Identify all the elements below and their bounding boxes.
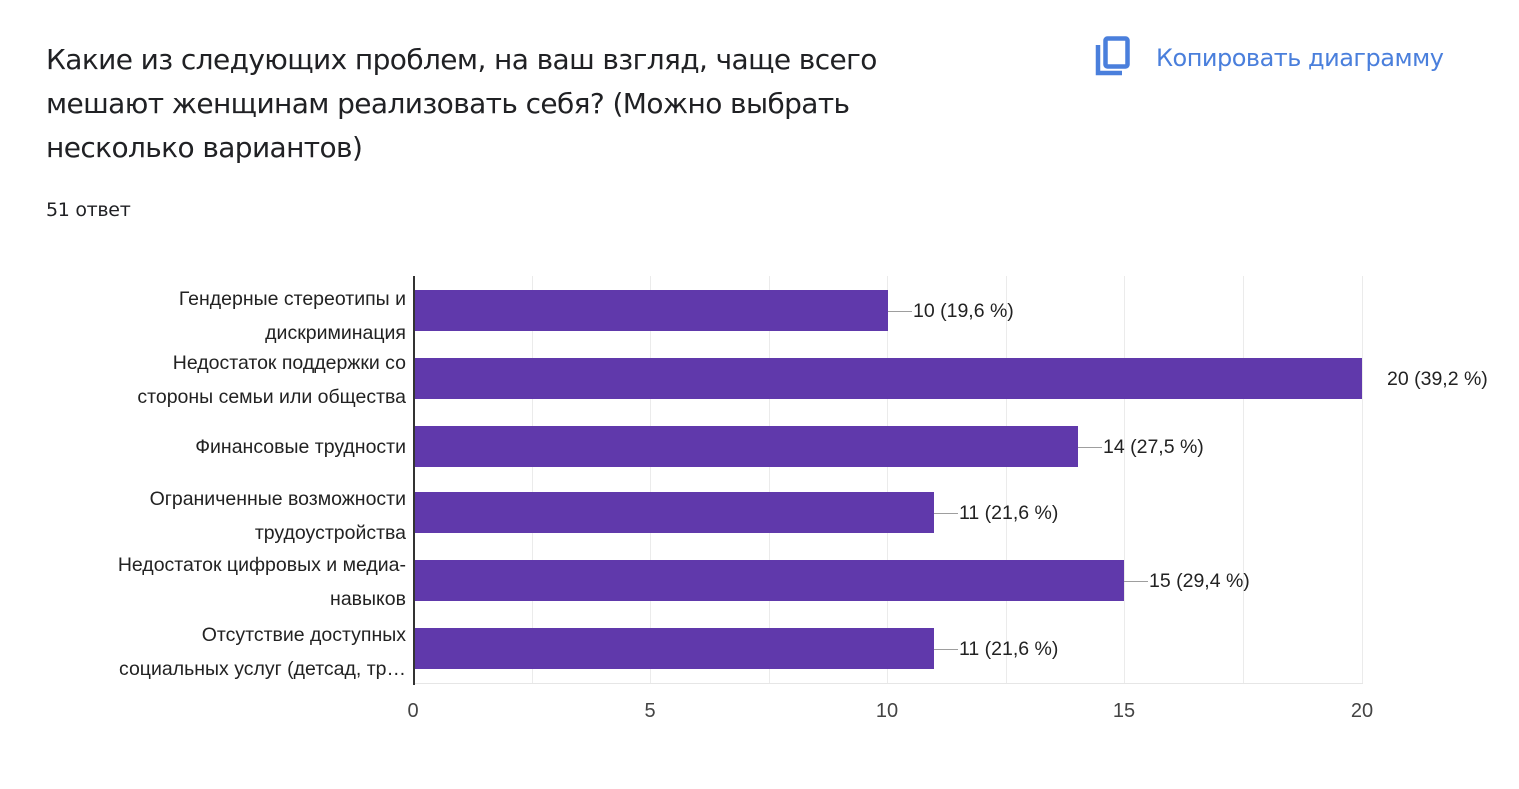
x-tick-label: 5: [644, 700, 656, 722]
data-label: 15 (29,4 %): [1149, 570, 1250, 592]
copy-icon: [1094, 35, 1132, 82]
data-label: 10 (19,6 %): [913, 300, 1014, 322]
category-label: Отсутствие доступных социальных услуг (де…: [118, 624, 406, 680]
gridline: [532, 276, 533, 684]
y-axis-line: [413, 276, 415, 685]
category-label: Гендерные стереотипы и дискриминация: [178, 288, 406, 344]
response-count: 51 ответ: [46, 199, 131, 221]
copy-chart-label: Копировать диаграмму: [1156, 44, 1444, 72]
bar[interactable]: [414, 358, 1362, 399]
data-label: 20 (39,2 %): [1387, 368, 1488, 390]
label-leader: [934, 649, 958, 650]
gridline: [769, 276, 770, 684]
label-leader: [1078, 447, 1102, 448]
title-line-1: Какие из следующих проблем, на ваш взгля…: [46, 43, 877, 76]
category-label: Ограниченные возможности трудоустройства: [149, 488, 406, 544]
title-line-3: несколько вариантов): [46, 131, 363, 164]
x-tick-label: 0: [407, 700, 419, 722]
page-title: Какие из следующих проблем, на ваш взгля…: [46, 38, 966, 170]
bar[interactable]: [414, 560, 1124, 601]
gridline: [1362, 276, 1363, 684]
gridline: [1006, 276, 1007, 684]
x-axis-line: [413, 683, 1363, 684]
gridline: [887, 276, 888, 684]
bar[interactable]: [414, 290, 888, 331]
label-leader: [1124, 581, 1148, 582]
bar[interactable]: [414, 492, 934, 533]
data-label: 14 (27,5 %): [1103, 436, 1204, 458]
x-tick-label: 15: [1112, 700, 1136, 722]
gridline: [1243, 276, 1244, 684]
label-leader: [888, 311, 912, 312]
label-leader: [934, 513, 958, 514]
data-label: 11 (21,6 %): [959, 502, 1059, 524]
category-label: Недостаток цифровых и медиа-навыков: [117, 554, 406, 610]
bar[interactable]: [414, 426, 1078, 467]
x-tick-label: 10: [875, 700, 899, 722]
data-label: 11 (21,6 %): [959, 638, 1059, 660]
x-tick-label: 20: [1350, 700, 1374, 722]
title-line-2: мешают женщинам реализовать себя? (Можно…: [46, 87, 850, 120]
copy-chart-button[interactable]: Копировать диаграмму: [1094, 35, 1444, 82]
gridline: [1124, 276, 1125, 684]
gridline: [650, 276, 651, 684]
bar[interactable]: [414, 628, 934, 669]
category-label: Финансовые трудности: [195, 436, 406, 458]
category-label: Недостаток поддержки со стороны семьи или…: [137, 352, 406, 408]
